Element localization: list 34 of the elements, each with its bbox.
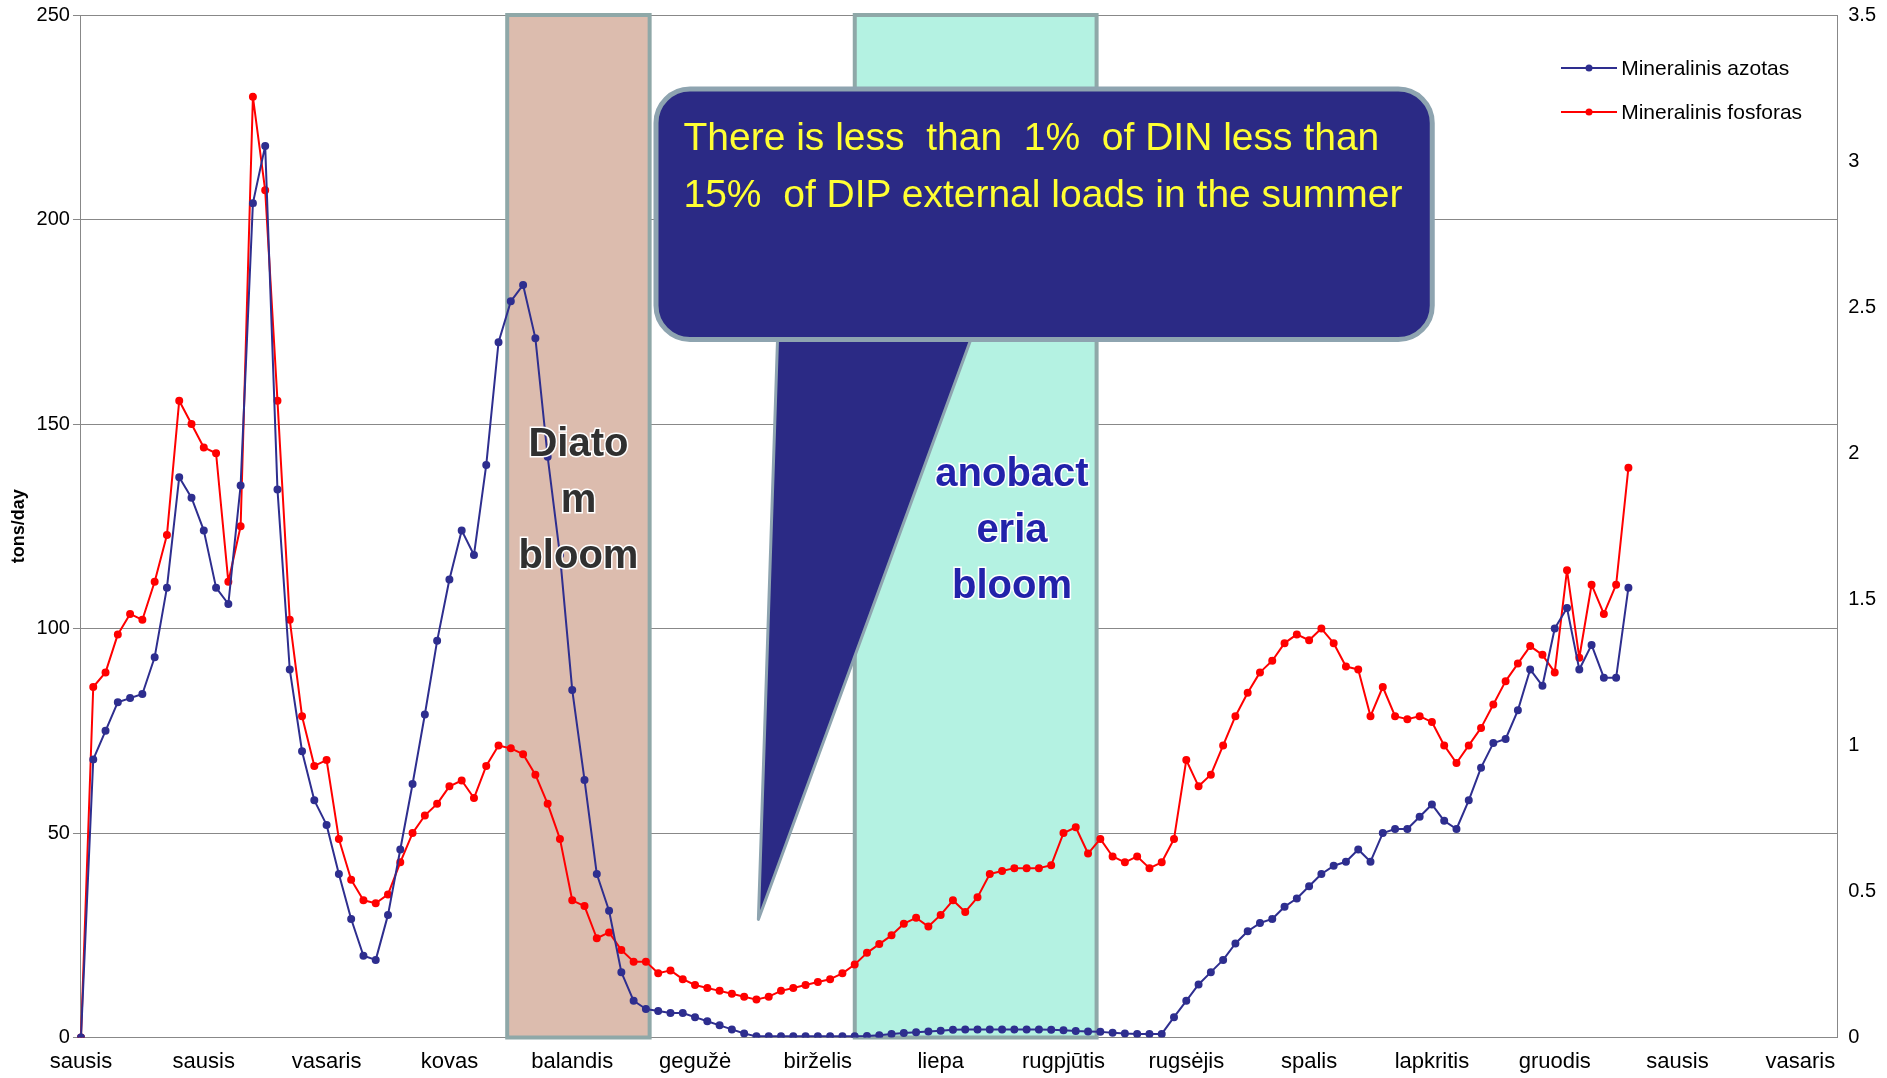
x-tick-label: balandis — [531, 1047, 614, 1073]
y-tick-label: 250 — [36, 2, 70, 25]
y2-tick-label: 0.5 — [1848, 879, 1877, 902]
y-axis-title: tons/day — [7, 489, 28, 564]
x-tick-label: vasaris — [291, 1047, 362, 1073]
x-tick-label: rugsėjis — [1148, 1047, 1225, 1073]
x-tick-label: gegužė — [658, 1047, 732, 1073]
legend-label: Mineralinis azotas — [1621, 55, 1790, 80]
x-tick-label: kovas — [420, 1047, 479, 1073]
y2-tick-label: 3 — [1848, 148, 1860, 171]
y-tick-label: 150 — [36, 411, 70, 434]
x-tick-label: lapkritis — [1394, 1047, 1470, 1073]
y-tick-label: 200 — [36, 207, 70, 230]
y-tick-label: 50 — [47, 820, 70, 843]
x-tick-label: rugpjūtis — [1021, 1047, 1106, 1073]
x-tick-label: birželis — [783, 1047, 853, 1073]
x-tick-label: liepa — [917, 1047, 965, 1073]
annotation: There is less than 1% of DIN less than 15% of DIP external loads in the summer — [683, 113, 1404, 217]
y2-tick-label: 0 — [1848, 1025, 1860, 1048]
y2-tick-label: 1.5 — [1848, 586, 1877, 609]
y2-tick-label: 1 — [1848, 732, 1860, 755]
y2-tick-label: 2 — [1848, 440, 1860, 463]
y2-tick-label: 2.5 — [1848, 294, 1877, 317]
legend-label: Mineralinis fosforas — [1621, 99, 1803, 124]
x-tick-label: sausis — [1646, 1047, 1709, 1073]
x-tick-label: vasaris — [1765, 1047, 1836, 1073]
annotation: anobacteria bloom — [935, 450, 1089, 607]
x-tick-label: gruodis — [1518, 1047, 1591, 1073]
x-tick-label: sausis — [172, 1047, 235, 1073]
x-tick-label: spalis — [1280, 1047, 1338, 1073]
x-tick-label: sausis — [49, 1047, 113, 1073]
y2-tick-label: 3.5 — [1848, 2, 1877, 25]
y-tick-label: 100 — [36, 616, 70, 639]
y-tick-label: 0 — [58, 1025, 70, 1048]
